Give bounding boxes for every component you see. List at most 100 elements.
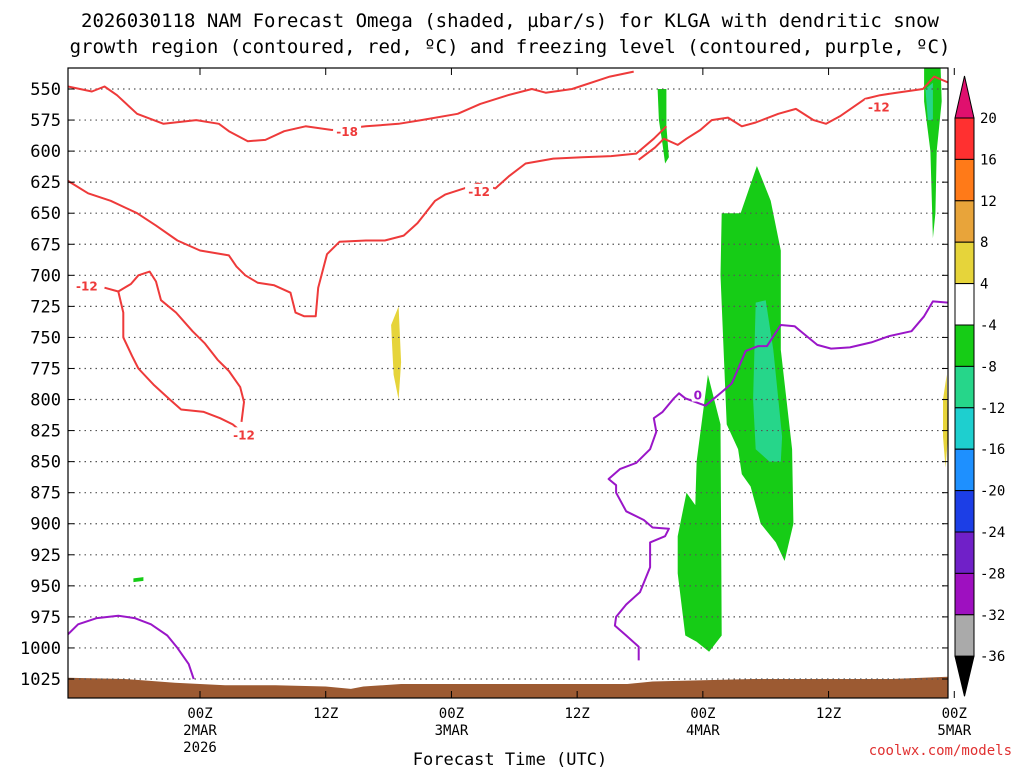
red-label-0: -18: [336, 125, 358, 139]
colorbar-label-13: -36: [980, 649, 1005, 665]
red-contour-1: [638, 75, 948, 161]
y-tick-label-750: 750: [30, 328, 61, 348]
red-label-2: -12: [468, 185, 490, 199]
x-tick-label-20-2: 3MAR: [435, 723, 469, 739]
x-tick-label-0-2: 2MAR: [183, 723, 217, 739]
colorbar-label-12: -32: [980, 608, 1005, 624]
red-contour-2: [68, 125, 668, 318]
colorbar-label-1: 16: [980, 152, 997, 168]
plot-frame: [67, 67, 949, 699]
pressure-axis: 550 575 600 625 650 675 700 725 750 775 800 825 850 8…: [20, 80, 948, 690]
red-contour-0: [68, 70, 634, 143]
colorbar-box-1: [954, 158, 975, 202]
colorbar-box-6: [954, 365, 975, 409]
omega-region--8-6: [925, 82, 933, 121]
omega-region-4-8: [943, 374, 948, 468]
red-label-1: -12: [868, 100, 890, 114]
colorbar-box-9: [954, 490, 975, 533]
red-label-bg-2: [465, 183, 494, 198]
colorbar-box-4: [954, 283, 975, 326]
y-tick-label-1000: 1000: [20, 639, 61, 659]
y-tick-label-950: 950: [30, 577, 61, 597]
omega-region--8-5: [753, 300, 783, 462]
colorbar-box-12: [954, 614, 975, 657]
colorbar-label-2: 12: [980, 194, 997, 210]
colorbar-box-8: [954, 448, 975, 492]
gridlines: [68, 88, 948, 680]
x-tick-label-60-1: 00Z: [942, 706, 967, 722]
chart-title-line-1: 2026030118 NAM Forecast Omega (shaded, µ…: [81, 10, 939, 32]
y-tick-label-650: 650: [30, 204, 61, 224]
colorbar-label-11: -28: [980, 566, 1005, 582]
y-tick-label-575: 575: [30, 111, 61, 131]
colorbar-label-0: 20: [980, 111, 997, 127]
purple-label-bg-0: [691, 387, 704, 402]
y-tick-label-925: 925: [30, 546, 61, 566]
x-tick-label-60-2: 5MAR: [937, 723, 971, 739]
y-tick-label-875: 875: [30, 484, 61, 504]
freezing-level-contours-layer: 0: [68, 300, 948, 680]
colorbar-box-3: [954, 241, 975, 285]
colorbar-box-5: [954, 324, 975, 367]
colorbar-label-4: 4: [980, 277, 988, 293]
x-tick-label-30-1: 12Z: [564, 706, 589, 722]
y-tick-label-600: 600: [30, 142, 61, 162]
x-tick-label-10-1: 12Z: [313, 706, 338, 722]
colorbar-label-8: -16: [980, 442, 1005, 458]
colorbar-label-7: -12: [980, 401, 1005, 417]
chart-title-line-2: growth region (contoured, red, ºC) and f…: [70, 36, 951, 58]
terrain-layer: [68, 676, 948, 698]
omega-region--4-2: [677, 374, 722, 652]
colorbar-bottom-arrow: [954, 655, 975, 697]
red-label-bg-1: [864, 99, 893, 114]
purple-label-0: 0: [694, 389, 702, 403]
x-tick-label-50-1: 12Z: [816, 706, 841, 722]
red-label-bg-3: [72, 278, 101, 293]
y-tick-label-550: 550: [30, 80, 61, 100]
x-tick-label-0-3: 2026: [183, 740, 217, 756]
y-tick-label-975: 975: [30, 608, 61, 628]
x-tick-label-20-1: 00Z: [439, 706, 464, 722]
terrain-fill: [68, 676, 948, 698]
colorbar-legend: 20 16 12 8 4 -4 -8 -12 -16 -20 -24 -28 -32 -36: [954, 75, 1005, 697]
purple-contour-1: [68, 614, 195, 680]
colorbar-box-11: [954, 572, 975, 616]
colorbar-label-10: -24: [980, 525, 1005, 541]
colorbar-label-5: -4: [980, 318, 997, 334]
y-tick-label-775: 775: [30, 359, 61, 379]
red-label-4: -12: [233, 428, 255, 442]
omega-region--4-0: [657, 89, 669, 164]
colorbar-label-6: -8: [980, 359, 997, 375]
y-tick-label-800: 800: [30, 391, 61, 411]
omega-shading-layer: [133, 68, 948, 652]
y-tick-label-1025: 1025: [20, 670, 61, 690]
y-tick-label-675: 675: [30, 235, 61, 255]
y-tick-label-825: 825: [30, 422, 61, 442]
colorbar-box-7: [954, 407, 975, 450]
purple-contour-0: [607, 300, 948, 661]
y-tick-label-700: 700: [30, 266, 61, 286]
y-tick-label-850: 850: [30, 453, 61, 473]
x-tick-label-40-1: 00Z: [690, 706, 715, 722]
colorbar-label-3: 8: [980, 235, 988, 251]
plot-area: [68, 68, 948, 698]
x-axis-label: Forecast Time (UTC): [413, 750, 607, 768]
dendritic-contours-layer: -18 -12 -12 -12 -12: [68, 70, 948, 442]
colorbar-box-0: [954, 117, 975, 160]
x-tick-label-0-1: 00Z: [187, 706, 212, 722]
red-label-bg-0: [333, 124, 362, 139]
x-tick-label-40-2: 4MAR: [686, 723, 720, 739]
red-contour-3: [104, 270, 245, 423]
red-label-bg-4: [230, 427, 258, 442]
y-tick-label-900: 900: [30, 515, 61, 535]
red-label-3: -12: [76, 279, 98, 293]
colorbar-top-arrow: [954, 75, 975, 119]
omega-region-4-7: [391, 306, 402, 400]
colorbar-label-9: -20: [980, 484, 1005, 500]
red-contour-4: [117, 291, 241, 432]
colorbar-box-2: [954, 200, 975, 243]
colorbar-box-10: [954, 531, 975, 574]
credit-text[interactable]: coolwx.com/models: [869, 743, 1012, 759]
y-tick-label-725: 725: [30, 297, 61, 317]
